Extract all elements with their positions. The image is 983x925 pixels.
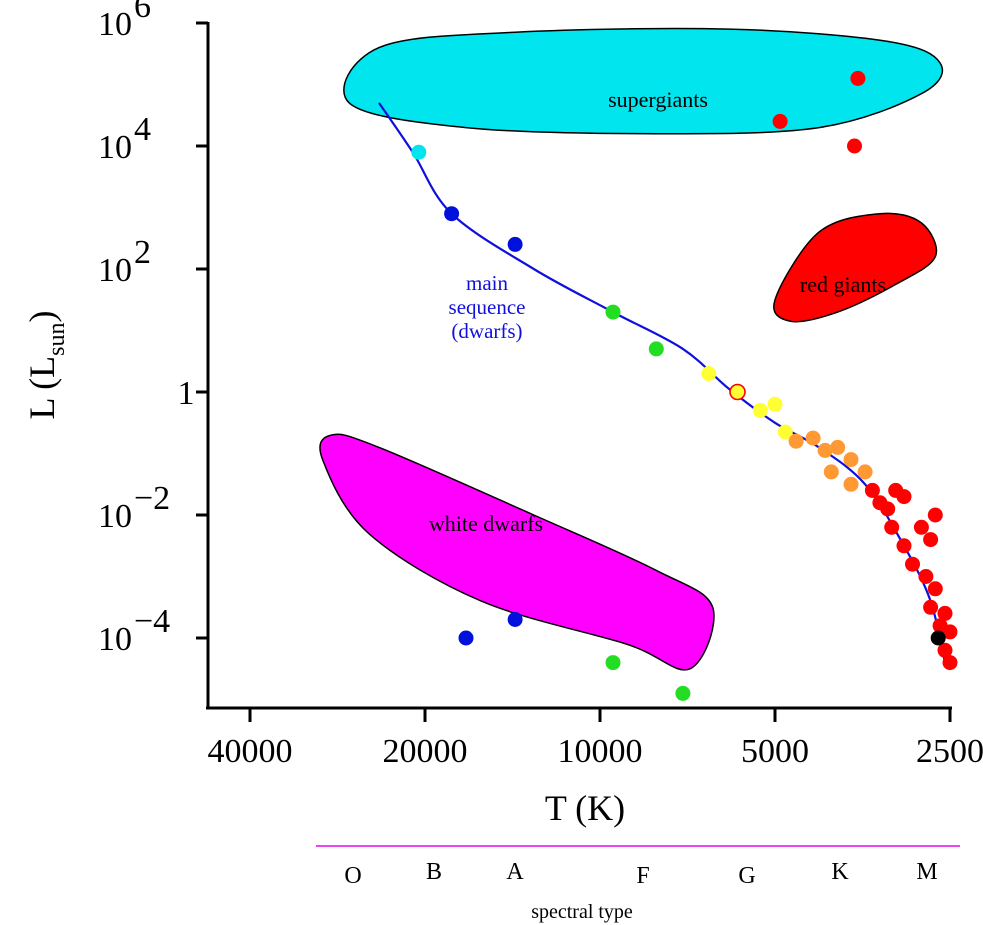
spectral-type-o: O [344,863,361,889]
y-tick-exponent: 6 [134,0,151,25]
star-point [777,424,793,440]
main-sequence-label: (dwarfs) [451,319,522,343]
spectral-type-title: spectral type [531,901,633,923]
star-point [772,113,788,129]
y-tick-exponent: 2 [134,234,151,271]
star-point [605,304,621,320]
star-point [850,70,866,86]
star-point [507,612,523,627]
star-point [923,532,939,548]
y-axis-title-main: L (L [22,356,62,420]
star-point [458,630,474,646]
y-tick-exponent: −4 [134,603,170,640]
star-point [411,144,427,160]
star-point [648,341,664,357]
star-point [937,642,953,658]
star-point [817,442,833,458]
star-point [843,452,859,468]
y-tick-label: 10 [98,129,132,166]
spectral-type-g: G [738,863,755,889]
x-tick-label: 2500 [916,733,983,770]
stars-layer [411,70,958,701]
star-point [937,605,953,621]
star-point [830,439,846,455]
spectral-type-f: F [636,863,649,889]
star-point [880,501,896,517]
star-point [843,476,859,492]
star-point [823,464,839,480]
region-label-white-dwarfs: white dwarfs [429,511,543,536]
x-axis-title: T (K) [545,788,625,828]
y-axis-title-close: ) [22,311,62,323]
main-sequence-label: main [466,271,508,295]
star-point [864,482,880,498]
y-tick-label: 10 [98,252,132,289]
y-tick-label: 10 [98,621,132,658]
star-point [507,236,523,252]
star-point [942,624,958,640]
y-tick-label: 10 [98,6,132,43]
star-point [701,366,717,382]
y-tick-exponent: −2 [134,480,170,517]
y-tick-exponent: 4 [134,111,151,148]
x-tick-label: 20000 [383,733,468,770]
labels-layer: supergiants red giants white dwarfs mainseq… [429,87,886,536]
region-red-giants [773,212,938,323]
regions-layer [319,27,944,671]
region-white-dwarfs [319,433,715,671]
x-tick-label: 5000 [741,733,809,770]
star-point [913,519,929,535]
star-point [927,581,943,597]
spectral-type-a: A [506,859,524,885]
star-point [847,138,862,154]
region-supergiants [343,27,944,135]
star-point [729,383,746,401]
star-point [857,464,873,480]
region-label-supergiants: supergiants [608,87,708,112]
star-point [927,507,943,523]
region-label-red-giants: red giants [800,272,886,297]
star-point [767,396,783,412]
y-tick-label: 1 [178,375,195,412]
star-point [675,685,691,701]
star-point [805,430,821,446]
star-point [918,569,934,584]
star-point [788,433,804,449]
main-sequence-label: sequence [449,295,526,319]
x-tick-label: 10000 [558,733,643,770]
star-point [752,402,768,418]
star-point [884,519,900,535]
star-point [896,538,912,554]
star-point [930,630,946,646]
star-point [905,556,920,572]
spectral-type-m: M [916,859,937,885]
star-point [942,655,958,671]
spectral-type-k: K [831,859,849,885]
x-tick-label: 40000 [208,733,293,770]
star-point [605,655,621,671]
star-point [444,206,460,222]
y-axis-title: L (Lsun) [22,311,70,420]
y-axis-title-sub: sun [44,323,70,356]
star-point [923,599,939,615]
y-tick-label: 10 [98,498,132,535]
spectral-type-b: B [426,859,442,885]
star-point [896,489,912,505]
